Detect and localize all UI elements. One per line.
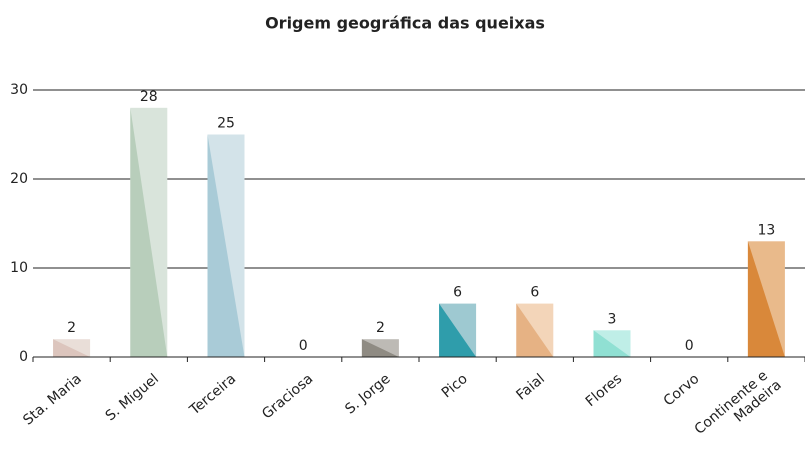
x-tick-label: Graciosa bbox=[259, 371, 316, 423]
bar-shade bbox=[516, 303, 554, 357]
x-tick-label: Corvo bbox=[661, 371, 703, 410]
x-tick-label: S. Jorge bbox=[342, 371, 393, 418]
bar bbox=[439, 303, 477, 357]
bar-shade bbox=[593, 330, 631, 357]
x-tick-label: Pico bbox=[439, 371, 471, 401]
bar bbox=[593, 330, 631, 357]
bar-shade bbox=[747, 241, 785, 357]
bar bbox=[516, 303, 554, 357]
bar bbox=[130, 107, 168, 357]
bar-shade bbox=[439, 303, 477, 357]
bar bbox=[207, 134, 245, 357]
value-label: 0 bbox=[685, 338, 694, 354]
y-tick-label: 0 bbox=[19, 349, 28, 365]
y-tick-label: 30 bbox=[10, 82, 28, 98]
bar-shade bbox=[207, 134, 245, 357]
bar bbox=[747, 241, 785, 357]
x-tick-label: Continente e Madeira bbox=[692, 365, 785, 450]
x-tick-label: Sta. Maria bbox=[20, 371, 84, 429]
value-label: 2 bbox=[376, 320, 385, 336]
bar-shade bbox=[361, 339, 399, 357]
x-tick-label: S. Miguel bbox=[103, 371, 162, 424]
bar-shade bbox=[130, 107, 168, 357]
value-label: 6 bbox=[530, 285, 539, 301]
x-tick-label: Terceira bbox=[186, 371, 239, 419]
value-label: 13 bbox=[757, 222, 775, 238]
chart-title: Origem geográfica das queixas bbox=[265, 14, 545, 33]
value-label: 28 bbox=[140, 89, 158, 105]
bar-shade bbox=[53, 339, 91, 357]
value-label: 0 bbox=[299, 338, 308, 354]
x-tick-label: Flores bbox=[583, 371, 625, 410]
y-tick-label: 20 bbox=[10, 171, 28, 187]
value-label: 6 bbox=[453, 285, 462, 301]
value-label: 2 bbox=[67, 320, 76, 336]
y-tick-label: 10 bbox=[10, 260, 28, 276]
bar bbox=[53, 339, 91, 357]
value-label: 3 bbox=[608, 311, 617, 327]
x-tick-label: Faial bbox=[513, 371, 548, 404]
bar bbox=[361, 339, 399, 357]
value-label: 25 bbox=[217, 116, 235, 132]
